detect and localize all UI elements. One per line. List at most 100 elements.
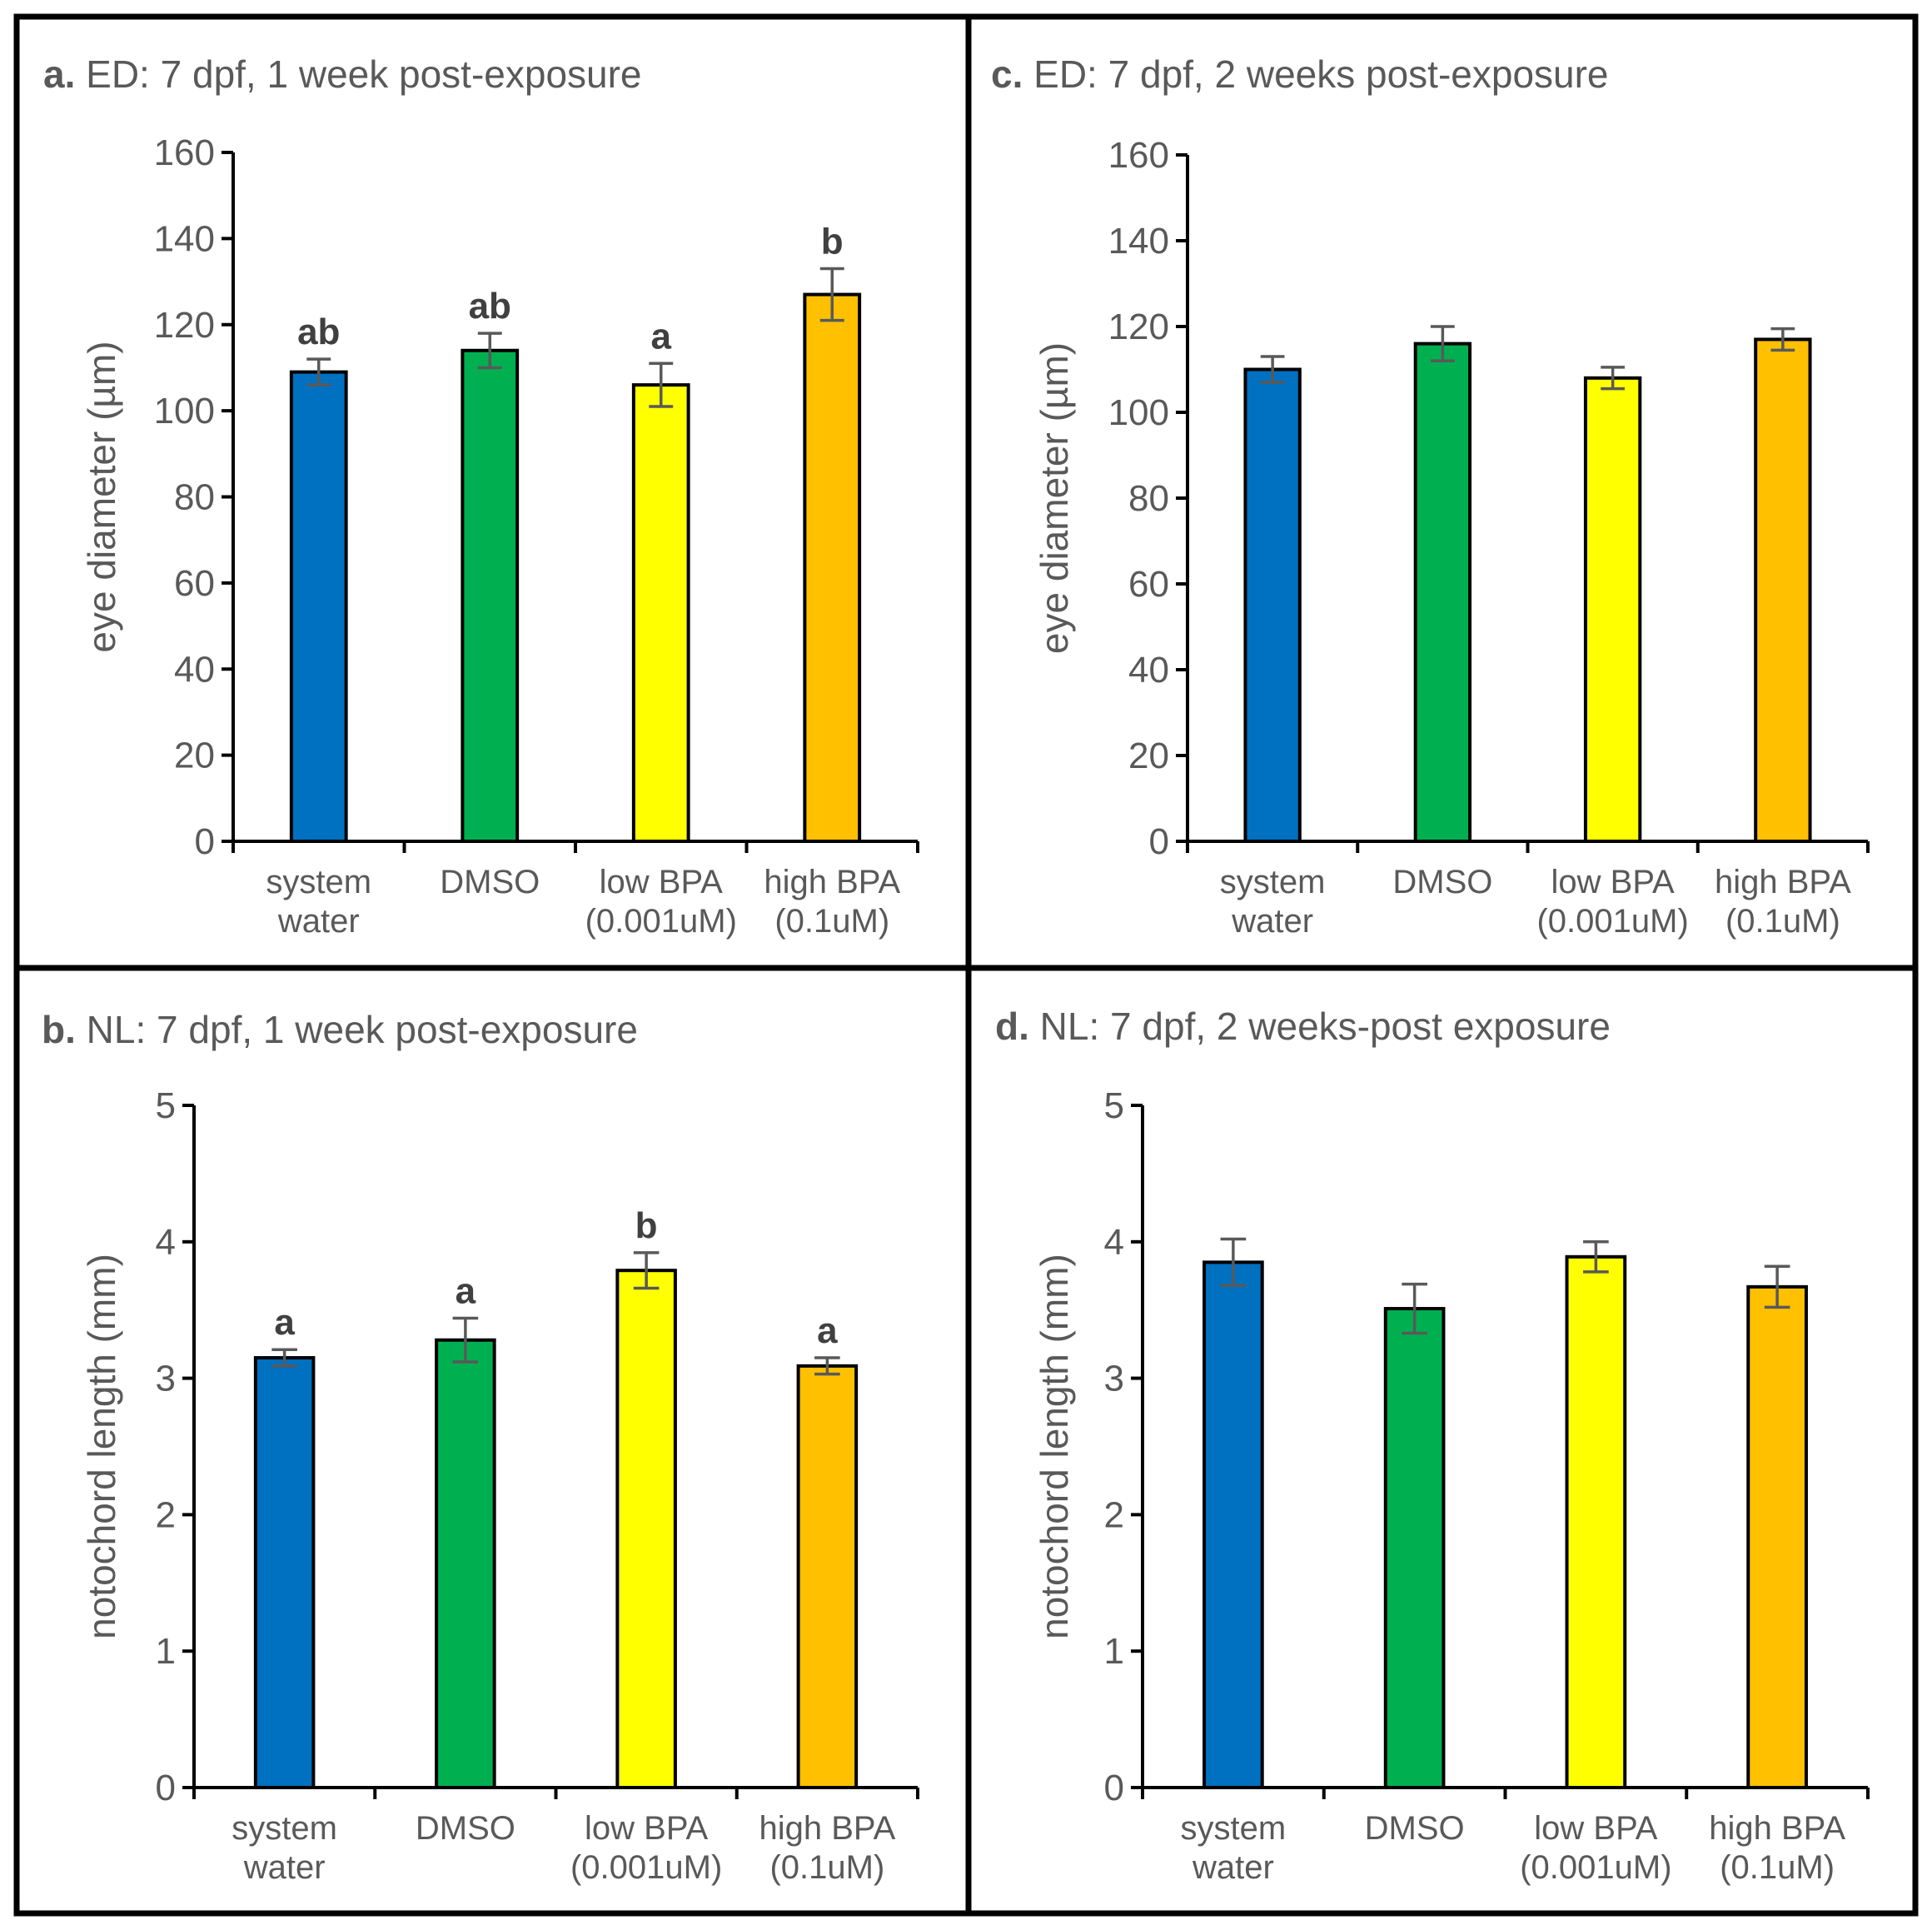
panel-title: d. NL: 7 dpf, 2 weeks-post exposure [995,1005,1611,1048]
x-category-label: low BPA [1534,1810,1658,1847]
x-category-label: (0.1uM) [769,1849,884,1886]
panel-title-text: NL: 7 dpf, 2 weeks-post exposure [1040,1005,1611,1048]
panel-letter: b. [42,1008,87,1051]
bar-c-3 [1754,337,1812,843]
y-tick-label: 60 [174,563,215,604]
significance-label: b [821,222,844,262]
y-tick-label: 5 [156,1085,176,1126]
x-category-label: (0.1uM) [1725,903,1840,940]
bar-a-2 [631,383,690,843]
panel-title-text: NL: 7 dpf, 1 week post-exposure [87,1008,638,1051]
x-category-label: water [1231,903,1313,940]
y-tick-label: 3 [156,1359,176,1399]
x-category-label: system [232,1810,337,1847]
y-tick-label: 100 [1108,392,1169,433]
bar-c-2 [1583,376,1642,843]
bar-d-1 [1383,1307,1446,1789]
y-tick-label: 160 [154,132,215,173]
bar-d-0 [1203,1260,1264,1789]
y-tick-label: 2 [156,1494,176,1535]
x-category-label: DMSO [1392,864,1492,900]
significance-label: ab [469,286,511,327]
y-axis-title: notochord length (mm) [1033,1254,1076,1639]
y-tick-label: 120 [1108,307,1169,347]
y-tick-label: 100 [154,391,215,431]
x-category-label: (0.1uM) [1720,1849,1835,1886]
y-tick-label: 40 [174,649,215,690]
y-tick-label: 40 [1128,650,1169,691]
x-category-label: high BPA [759,1810,895,1847]
bar-a-0 [289,370,348,843]
x-category-label: system [266,864,371,900]
x-category-label: high BPA [1715,864,1851,900]
bar-a-1 [461,348,520,843]
panel-title: c. ED: 7 dpf, 2 weeks post-exposure [991,52,1609,96]
y-tick-label: 120 [154,305,215,346]
bar-b-2 [615,1269,677,1789]
y-tick-label: 140 [154,218,215,259]
y-tick-label: 80 [1128,478,1169,519]
panel-title: b. NL: 7 dpf, 1 week post-exposure [42,1008,638,1051]
y-tick-label: 4 [1104,1222,1124,1263]
significance-label: a [456,1271,476,1312]
panel-border [965,965,1919,1917]
y-tick-label: 20 [1128,736,1169,776]
x-category-label: high BPA [1709,1810,1845,1847]
y-tick-label: 1 [156,1631,176,1672]
bar-b-3 [796,1364,859,1790]
y-axis-title: notochord length (mm) [80,1254,123,1639]
y-tick-label: 140 [1108,221,1169,262]
chart-panel-a: a. ED: 7 dpf, 1 week post-exposure 0 20 40 6… [13,13,972,971]
significance-label: ab [297,312,340,352]
bar-b-0 [253,1356,316,1789]
x-category-label: (0.1uM) [774,903,889,940]
panel-title: a. ED: 7 dpf, 1 week post-exposure [43,52,642,96]
bar-a-3 [803,292,862,844]
y-axis-title: eye diameter (µm) [80,341,123,652]
bar-d-2 [1565,1254,1627,1789]
bar-d-3 [1746,1284,1808,1789]
x-category-label: low BPA [1551,864,1676,900]
y-tick-label: 80 [174,477,215,518]
x-category-label: high BPA [764,864,900,900]
y-tick-label: 0 [1104,1768,1124,1808]
significance-label: b [635,1205,658,1246]
x-category-label: system [1220,864,1326,900]
bar-c-1 [1413,342,1472,844]
y-tick-label: 5 [1104,1085,1124,1126]
significance-label: a [817,1310,838,1351]
y-tick-label: 60 [1128,564,1169,605]
panel-title-text: ED: 7 dpf, 1 week post-exposure [86,52,641,96]
y-tick-label: 2 [1104,1494,1124,1535]
y-tick-label: 3 [1104,1359,1124,1399]
x-category-label: (0.001uM) [1536,903,1688,940]
y-axis-title: eye diameter (µm) [1033,342,1076,654]
panel-title-text: ED: 7 dpf, 2 weeks post-exposure [1033,52,1608,96]
x-category-label: DMSO [440,864,540,900]
x-category-label: water [1192,1849,1274,1886]
bar-c-0 [1243,367,1302,843]
x-category-label: water [243,1849,326,1886]
x-category-label: low BPA [585,1810,709,1847]
x-category-label: water [277,903,360,940]
x-category-label: DMSO [416,1810,515,1847]
y-tick-label: 160 [1108,135,1169,176]
x-category-label: (0.001uM) [1520,1849,1671,1886]
x-category-label: (0.001uM) [570,1849,722,1886]
y-tick-label: 0 [156,1768,176,1808]
x-category-label: DMSO [1365,1810,1465,1847]
panel-letter: c. [991,52,1033,96]
x-category-label: low BPA [600,864,724,900]
significance-label: a [274,1302,295,1343]
y-tick-label: 20 [174,736,215,776]
chart-panel-c: c. ED: 7 dpf, 2 weeks post-exposure 0 20 40… [965,13,1919,971]
x-category-label: system [1181,1810,1287,1847]
panel-letter: d. [995,1005,1040,1048]
y-tick-label: 1 [1104,1631,1124,1672]
y-tick-label: 0 [1149,821,1169,862]
y-tick-label: 0 [195,821,215,862]
chart-panel-d: d. NL: 7 dpf, 2 weeks-post exposure 0 1 2 3 4… [965,965,1919,1917]
bar-b-1 [435,1338,496,1789]
significance-label: a [651,316,672,357]
